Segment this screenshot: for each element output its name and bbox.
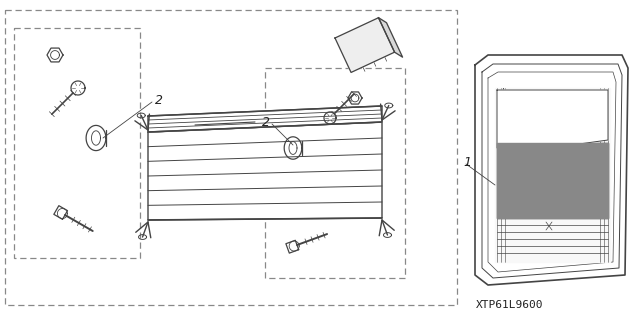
Polygon shape	[148, 122, 382, 220]
Text: XTP61L9600: XTP61L9600	[476, 300, 544, 310]
Bar	[540, 220, 558, 232]
Bar	[14, 28, 140, 258]
Polygon shape	[378, 18, 403, 57]
Polygon shape	[475, 55, 628, 285]
Polygon shape	[495, 88, 610, 262]
Polygon shape	[497, 143, 608, 218]
Polygon shape	[335, 18, 395, 72]
Text: 1: 1	[463, 155, 471, 168]
Polygon shape	[497, 90, 608, 148]
Polygon shape	[148, 106, 382, 132]
Text: 2: 2	[262, 115, 270, 129]
Bar	[5, 10, 457, 305]
Bar	[265, 68, 405, 278]
Text: 2: 2	[155, 93, 163, 107]
